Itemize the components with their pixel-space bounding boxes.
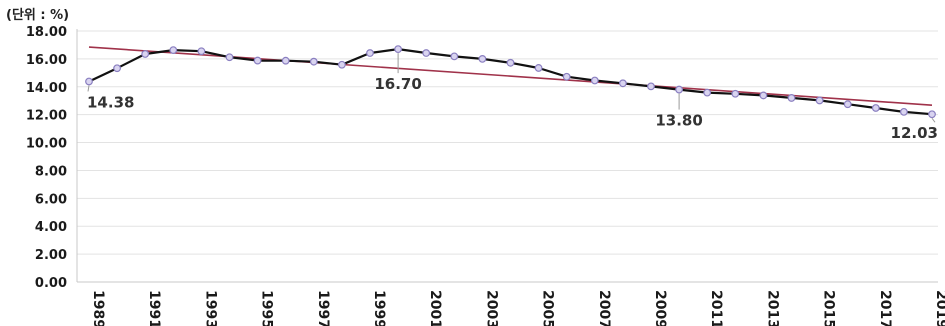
data-point: [225, 53, 234, 62]
data-point: [169, 46, 178, 55]
x-tick-label: 2003: [483, 290, 499, 326]
x-tick-label: 1997: [315, 290, 331, 326]
data-point: [113, 64, 121, 73]
data-point: [675, 85, 683, 94]
x-tick-label: 2011: [708, 290, 724, 326]
data-point: [731, 89, 740, 98]
data-point: [253, 56, 262, 65]
x-tick-label: 2017: [877, 290, 893, 326]
y-tick-label: 12.00: [26, 109, 67, 124]
data-label: 12.03: [891, 124, 938, 142]
gridlines: [77, 30, 938, 255]
y-tick-label: 16.00: [26, 53, 67, 68]
y-tick-label: 8.00: [35, 164, 67, 179]
data-labels: 14.38 16.70 13.80 12.03: [87, 53, 938, 142]
data-point: [338, 60, 346, 69]
trendline-layer: [88, 46, 933, 106]
data-point: [843, 100, 852, 109]
data-point: [647, 82, 655, 91]
y-tick-label: 0.00: [35, 276, 67, 291]
data-point: [85, 77, 93, 86]
y-tick-label: 4.00: [35, 220, 67, 235]
data-point: [703, 88, 712, 97]
y-tick-label: 18.00: [26, 25, 67, 40]
y-tick-label: 10.00: [26, 137, 67, 152]
data-point: [619, 79, 627, 88]
data-point: [759, 91, 768, 100]
x-tick-label: 2001: [427, 290, 443, 326]
data-point: [366, 49, 374, 57]
y-tick-label: 6.00: [35, 192, 67, 207]
data-point: [141, 50, 150, 58]
x-tick-label: 1995: [259, 290, 275, 326]
x-tick-label: 2015: [821, 290, 837, 326]
x-tick-label: 1989: [90, 290, 106, 326]
x-tick-label: 1993: [202, 290, 218, 326]
data-label: 16.70: [374, 75, 421, 93]
data-point: [506, 58, 515, 67]
data-point: [394, 45, 403, 54]
data-point: [422, 49, 431, 57]
data-points: [85, 45, 936, 119]
data-label-leader: [931, 117, 936, 123]
data-point: [309, 57, 318, 66]
data-point: [562, 72, 571, 81]
data-point: [928, 110, 936, 119]
data-point: [197, 47, 206, 56]
data-point: [478, 54, 487, 63]
y-tick-label: 14.00: [26, 81, 67, 96]
x-tick-label: 2007: [596, 290, 612, 326]
x-axis-ticks: 1989 1991 1993 1995 1997 1999 2001 2003 2005 2007…: [90, 290, 945, 326]
x-tick-label: 2013: [764, 290, 780, 326]
data-label: 13.80: [655, 112, 702, 130]
data-label-leader: [87, 85, 90, 92]
data-point: [534, 64, 543, 72]
data-point: [815, 96, 824, 105]
unit-label: (단위 : %): [6, 8, 70, 23]
data-point: [787, 94, 796, 102]
x-tick-label: 2019: [933, 290, 945, 326]
data-point: [450, 52, 459, 61]
x-tick-label: 2005: [540, 290, 556, 326]
x-tick-label: 1999: [371, 290, 387, 326]
data-point: [590, 76, 599, 85]
data-point: [900, 107, 908, 116]
axes: [76, 29, 938, 283]
data-label: 14.38: [87, 93, 134, 111]
data-point: [871, 104, 880, 112]
x-tick-label: 2009: [652, 290, 668, 326]
y-axis-ticks: 0.00 2.00 4.00 6.00 8.00 10.00 12.00 14.00 16.00…: [26, 25, 67, 291]
trendline: [88, 46, 933, 106]
x-tick-label: 1991: [146, 290, 162, 326]
data-point: [281, 56, 290, 65]
y-tick-label: 2.00: [35, 248, 67, 263]
